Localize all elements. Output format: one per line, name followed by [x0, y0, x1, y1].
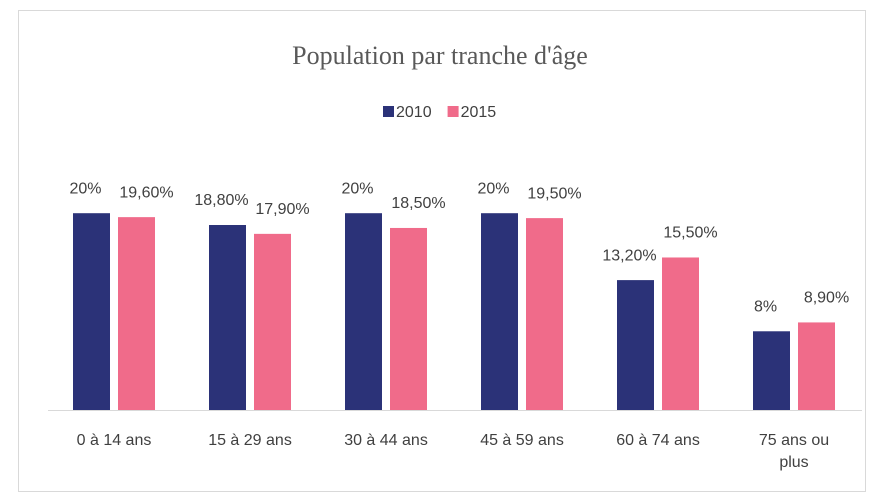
- legend-swatch: [383, 106, 394, 117]
- data-label: 18,50%: [391, 195, 445, 212]
- x-tick-label: 45 à 59 ans: [480, 432, 564, 449]
- data-label: 20%: [341, 180, 373, 197]
- bar: [390, 227, 427, 410]
- bar: [617, 280, 654, 410]
- x-tick-label: 0 à 14 ans: [76, 432, 152, 449]
- data-label: 13,20%: [602, 247, 656, 264]
- x-tick-label: 75 ans ou plus: [758, 432, 830, 471]
- data-label: 20%: [69, 180, 101, 197]
- legend-label: 2015: [461, 104, 497, 121]
- bar: [662, 257, 699, 410]
- data-label: 17,90%: [255, 201, 309, 218]
- x-tick-label: 15 à 29 ans: [208, 432, 292, 449]
- x-tick-label: 30 à 44 ans: [344, 432, 428, 449]
- data-label: 19,60%: [119, 184, 173, 201]
- bar: [753, 331, 790, 410]
- legend-label: 2010: [396, 104, 432, 121]
- data-label: 8,90%: [804, 290, 849, 307]
- bar: [345, 213, 382, 410]
- data-label: 20%: [477, 180, 509, 197]
- data-label: 15,50%: [663, 225, 717, 242]
- bar: [209, 225, 246, 410]
- data-label: 18,80%: [194, 192, 248, 209]
- x-tick-label: 60 à 74 ans: [616, 432, 700, 449]
- data-label: 8%: [754, 298, 777, 315]
- bar: [254, 233, 291, 410]
- legend-swatch: [447, 106, 459, 117]
- bar: [481, 213, 518, 410]
- data-label: 19,50%: [527, 185, 581, 202]
- bar: [73, 213, 110, 410]
- bar: [526, 218, 563, 410]
- bar: [118, 217, 155, 410]
- chart-title: Population par tranche d'âge: [292, 41, 588, 70]
- bar: [798, 322, 835, 410]
- chart-frame: [18, 10, 866, 492]
